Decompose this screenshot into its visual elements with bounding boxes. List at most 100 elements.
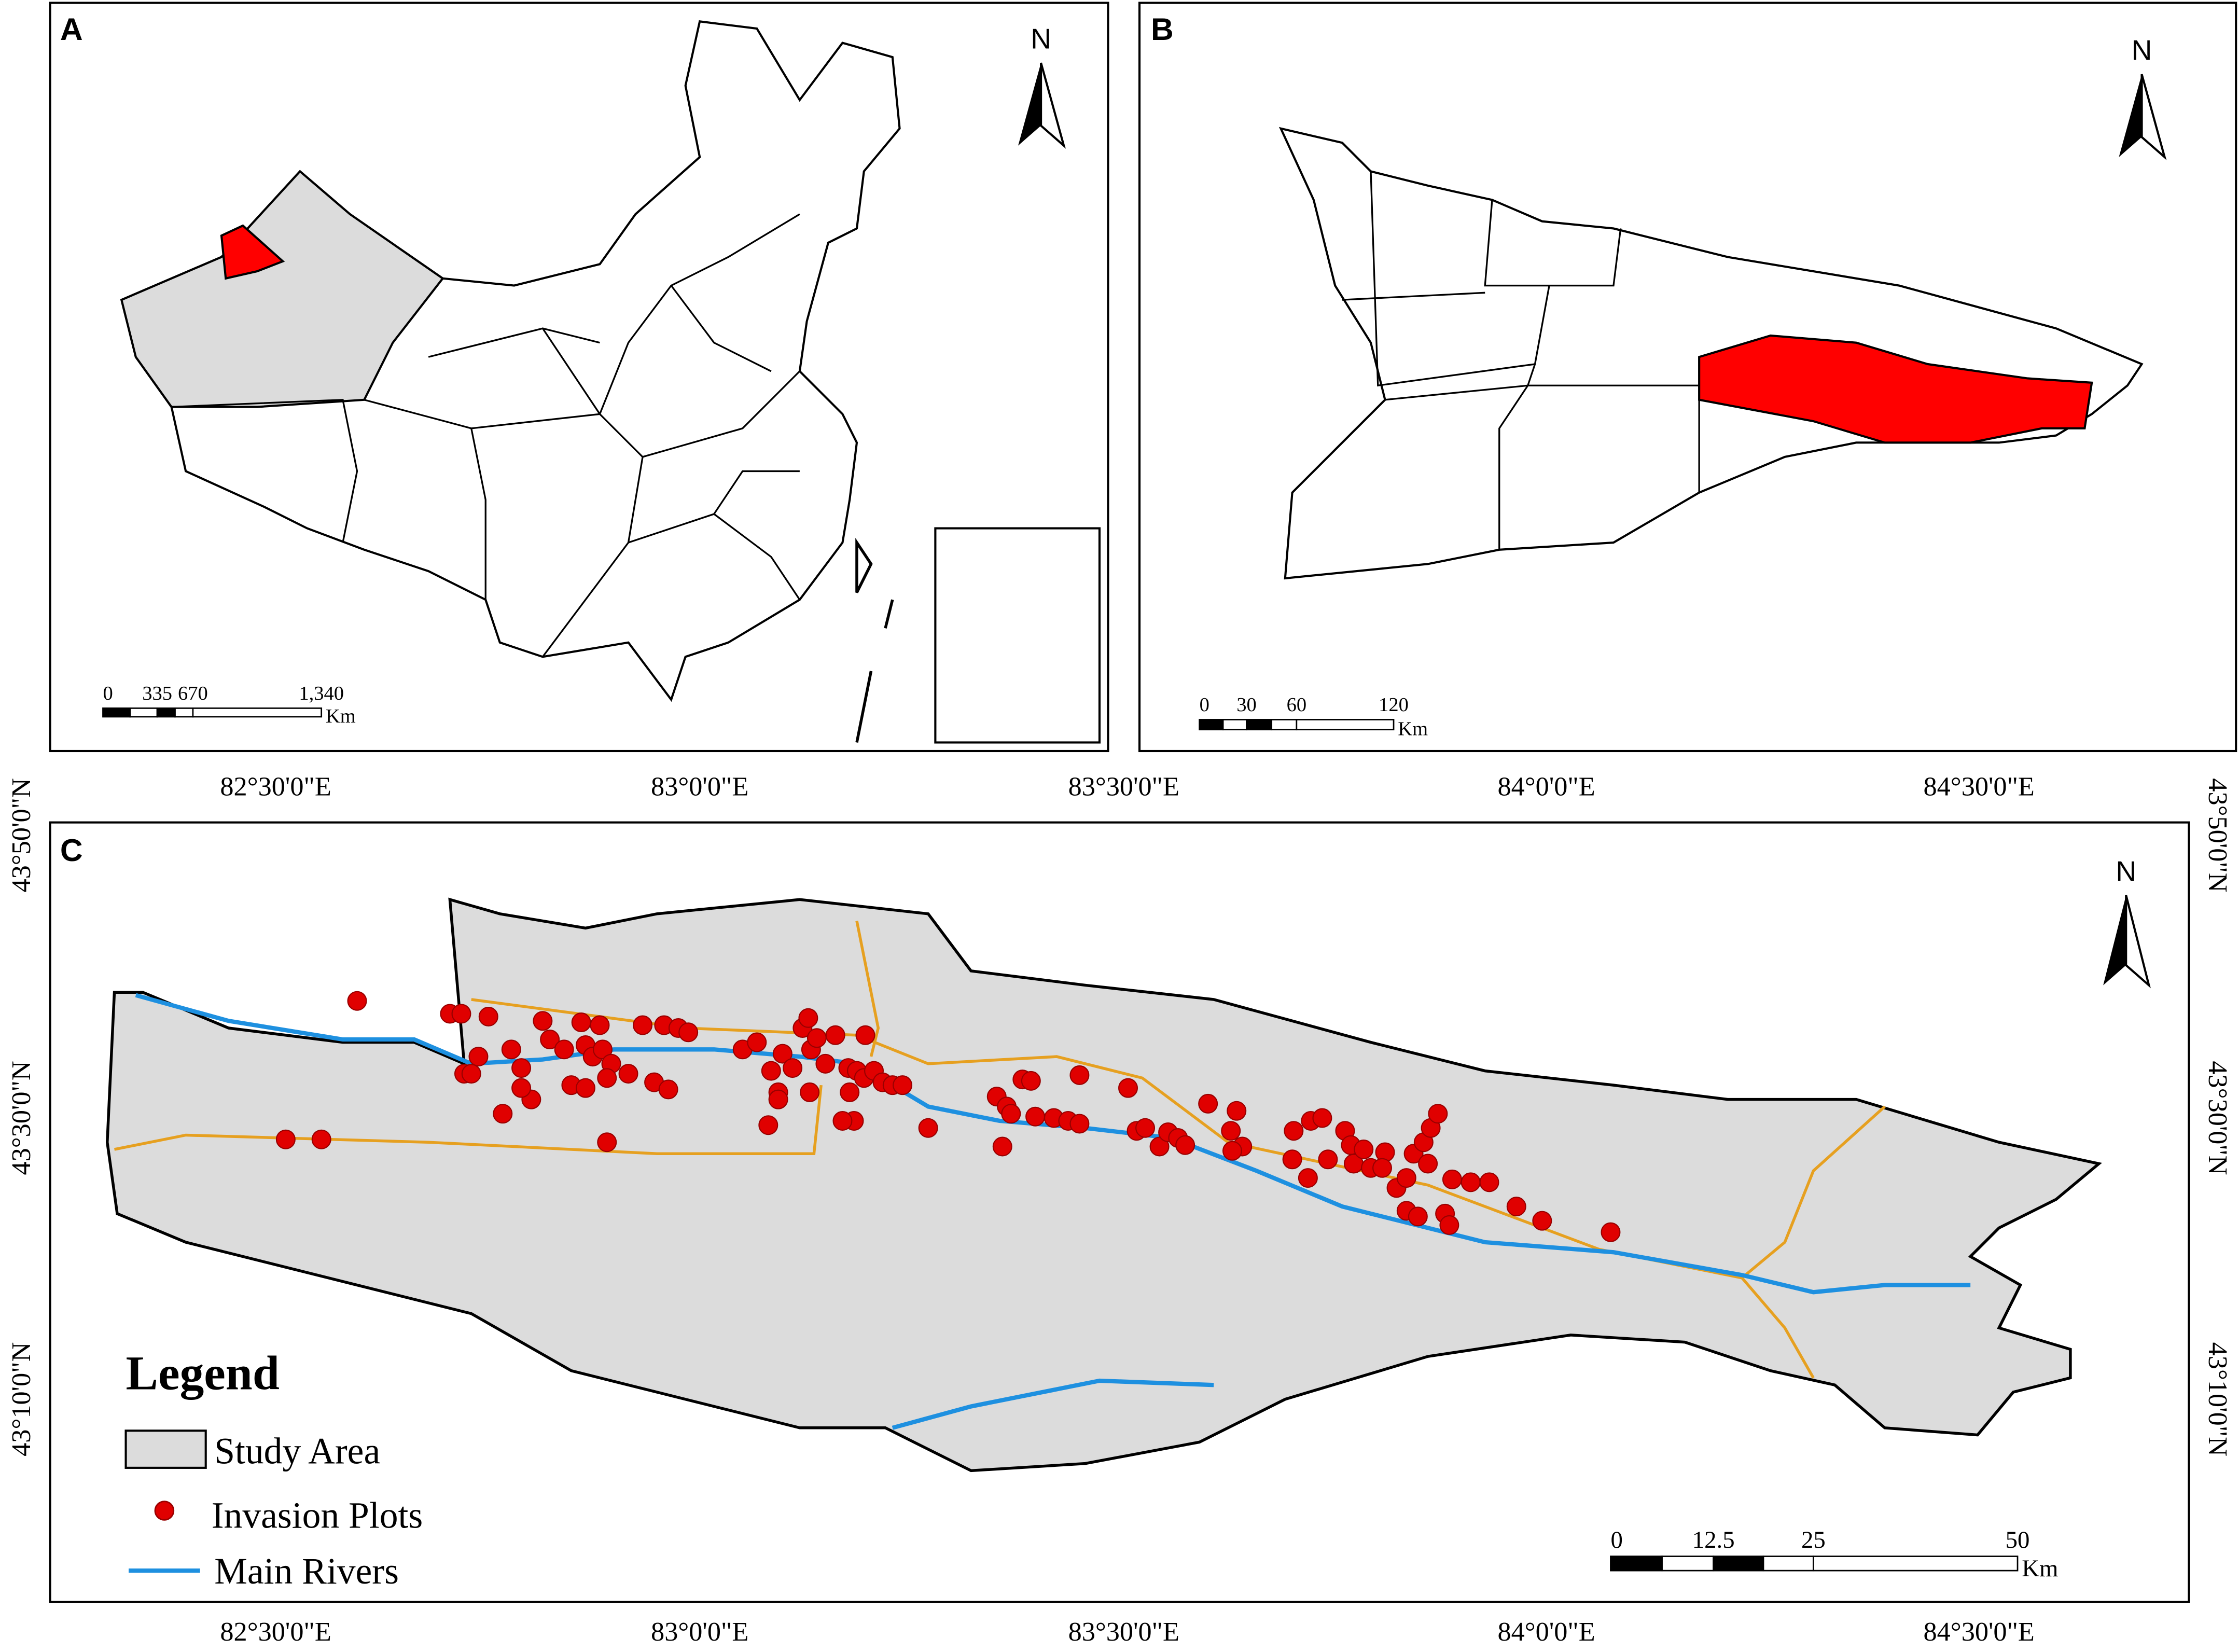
scale-segment [1610, 1556, 1663, 1572]
scale-label: 30 [1236, 694, 1257, 716]
invasion-plot [275, 1129, 296, 1149]
invasion-plot [618, 1064, 638, 1084]
invasion-plot [1442, 1169, 1462, 1189]
invasion-plot [747, 1032, 767, 1052]
inset-frame [934, 527, 1101, 744]
panel-label: A [60, 11, 83, 47]
x-coord-label: 82°30'0"E [220, 771, 331, 801]
scale-segment [1246, 719, 1273, 731]
invasion-plot [855, 1025, 875, 1045]
scale-label: 1,340 [299, 683, 344, 704]
scale-label: 120 [1379, 694, 1409, 716]
north-arrow [2103, 895, 2126, 985]
invasion-plot [1298, 1168, 1318, 1188]
north-arrow [2119, 74, 2142, 157]
invasion-plot [1284, 1121, 1304, 1141]
scale-segment [174, 707, 194, 718]
scale-segment [1661, 1556, 1715, 1572]
north-arrow [2125, 895, 2151, 989]
invasion-plot [798, 1008, 818, 1028]
scale-segment [1713, 1556, 1764, 1572]
invasion-plot [800, 1082, 820, 1102]
invasion-plot [461, 1064, 481, 1084]
invasion-plot [493, 1104, 513, 1124]
invasion-plot [1354, 1140, 1374, 1160]
scale-unit: Km [326, 705, 356, 727]
invasion-plot [658, 1079, 678, 1100]
north-arrow [2140, 74, 2167, 160]
invasion-plot [918, 1118, 938, 1138]
x-coord-label: 84°0'0"E [1497, 1617, 1595, 1647]
scale-unit: Km [1398, 718, 1428, 740]
invasion-plot [1282, 1149, 1302, 1170]
scale-segment [102, 707, 131, 718]
scale-segment [1271, 719, 1298, 731]
scale-segment [192, 707, 323, 718]
scale-segment [129, 707, 158, 718]
legend-item: Main Rivers [214, 1551, 399, 1592]
y-coord-label: 43°50'0"N [2203, 778, 2233, 892]
invasion-plot [1428, 1104, 1448, 1124]
invasion-plot [592, 1039, 613, 1060]
invasion-plot [1135, 1118, 1156, 1138]
invasion-plot [501, 1039, 521, 1060]
study-region [220, 224, 285, 280]
y-coord-label: 43°10'0"N [2203, 1342, 2233, 1456]
invasion-plot [1198, 1093, 1218, 1114]
legend-title: Legend [126, 1346, 280, 1400]
panel-label: C [60, 832, 83, 868]
scale-label: 0 [1200, 694, 1209, 716]
invasion-plot [575, 1078, 595, 1098]
scale-label: 0 [1610, 1526, 1622, 1553]
invasion-plot [1408, 1206, 1428, 1227]
invasion-plot [468, 1047, 489, 1067]
invasion-plot [1396, 1168, 1416, 1188]
legend-item: Invasion Plots [212, 1495, 423, 1536]
islands [855, 537, 894, 743]
invasion-plot [554, 1039, 574, 1060]
legend-swatch [154, 1501, 175, 1521]
invasion-plot [825, 1025, 845, 1045]
invasion-plot [1118, 1078, 1138, 1098]
legend-swatch [124, 1429, 207, 1469]
invasion-plot [1227, 1101, 1247, 1121]
north-arrow [1018, 63, 1041, 146]
study-county [1698, 334, 2093, 444]
invasion-plot [832, 1110, 853, 1131]
x-coord-label: 84°0'0"E [1497, 771, 1595, 801]
province-lines [171, 213, 801, 658]
x-coord-label: 82°30'0"E [220, 1617, 331, 1647]
invasion-plot [478, 1007, 498, 1026]
invasion-plot [540, 1030, 560, 1050]
north-label: N [2116, 855, 2136, 887]
x-coord-label: 84°30'0"E [1924, 771, 2035, 801]
north-label: N [2132, 34, 2152, 66]
invasion-plot [571, 1012, 591, 1033]
invasion-plot [1149, 1136, 1170, 1157]
invasion-plot [1069, 1065, 1090, 1085]
invasion-plot [1318, 1149, 1338, 1170]
invasion-plot [1601, 1222, 1621, 1242]
north-label: N [1031, 23, 1051, 55]
invasion-plot [1479, 1172, 1499, 1192]
invasion-plot [1439, 1215, 1459, 1235]
invasion-plot [1069, 1114, 1090, 1134]
invasion-plot [590, 1015, 610, 1035]
scale-label: 335 [142, 683, 172, 704]
scale-segment [1812, 1556, 2019, 1572]
invasion-plot [783, 1058, 803, 1078]
x-coord-label: 83°0'0"E [651, 1617, 748, 1647]
invasion-plot [768, 1089, 788, 1109]
y-coord-label: 43°50'0"N [6, 778, 36, 892]
invasion-plot [451, 1004, 471, 1024]
scale-label: 670 [178, 683, 208, 704]
invasion-plot [1025, 1106, 1046, 1127]
x-coord-label: 84°30'0"E [1924, 1617, 2035, 1647]
scale-label: 0 [103, 683, 113, 704]
roads [114, 921, 1886, 1379]
scale-label: 60 [1287, 694, 1307, 716]
panel-label: B [1151, 11, 1174, 47]
invasion-plot [1506, 1197, 1526, 1217]
scale-segment [156, 707, 176, 718]
